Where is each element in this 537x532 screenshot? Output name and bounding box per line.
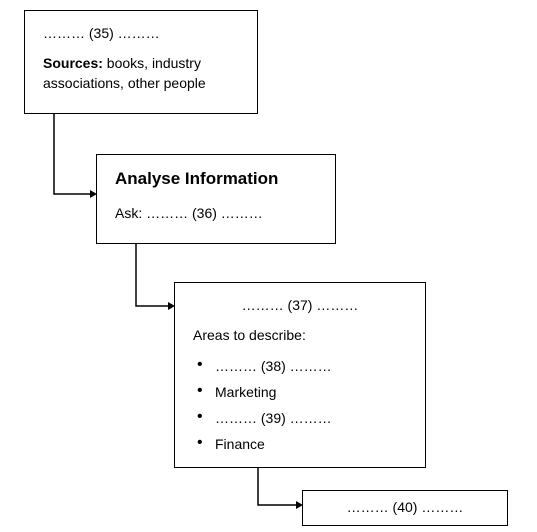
sources-label: Sources: bbox=[43, 55, 103, 71]
list-item: Finance bbox=[193, 431, 407, 457]
flow-box-areas: ……… (37) ……… Areas to describe: ……… (38)… bbox=[174, 282, 426, 468]
flow-box-analyse: Analyse Information Ask: ……… (36) ……… bbox=[96, 154, 336, 244]
box2-ask-line: Ask: ……… (36) ……… bbox=[115, 203, 317, 223]
ask-blank: ……… (36) ……… bbox=[146, 205, 263, 221]
ask-prefix: Ask: bbox=[115, 205, 146, 221]
box1-body: Sources: books, industry associations, o… bbox=[43, 53, 239, 94]
flow-box-sources: ……… (35) ……… Sources: books, industry as… bbox=[24, 10, 258, 114]
arrow-1-to-2 bbox=[44, 114, 104, 209]
list-item: ……… (39) ……… bbox=[193, 405, 407, 431]
flow-box-final: ……… (40) ……… bbox=[302, 490, 508, 526]
list-item: ……… (38) ……… bbox=[193, 353, 407, 379]
box3-title-blank: ……… (37) ……… bbox=[193, 297, 407, 313]
box1-title-blank: ……… (35) ……… bbox=[43, 25, 239, 41]
arrow-3-to-4 bbox=[248, 468, 308, 518]
list-item: Marketing bbox=[193, 379, 407, 405]
areas-label: Areas to describe: bbox=[193, 325, 407, 345]
box2-title: Analyse Information bbox=[115, 169, 317, 189]
areas-list: ……… (38) ……… Marketing ……… (39) ……… Fina… bbox=[193, 353, 407, 457]
box4-blank: ……… (40) ……… bbox=[321, 499, 489, 515]
